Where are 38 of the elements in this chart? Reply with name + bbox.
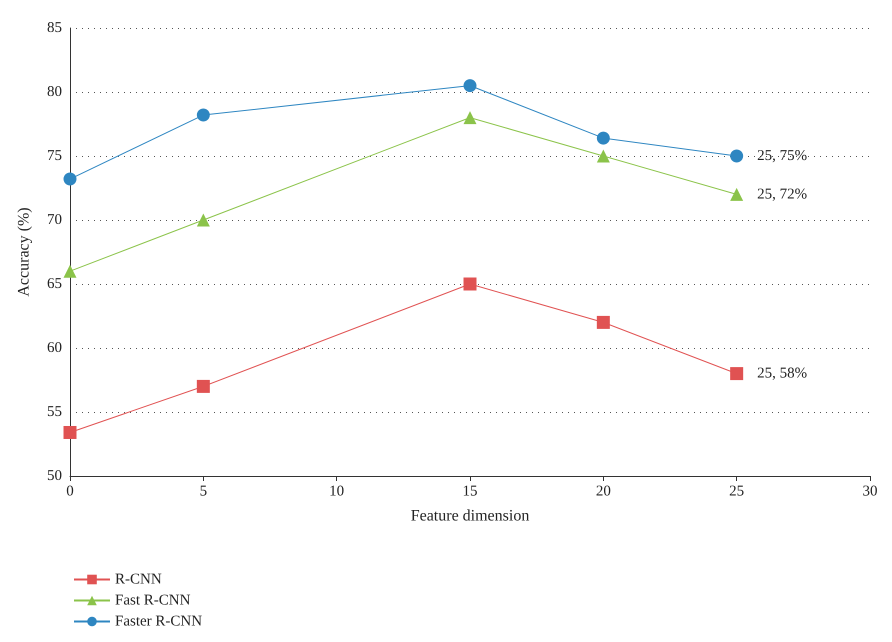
y-tick-label: 85 (47, 20, 62, 36)
x-axis-title: Feature dimension (410, 508, 530, 524)
point (596, 316, 610, 329)
point (730, 150, 744, 162)
y-tick-label: 80 (47, 84, 62, 100)
data-label: 25, 75% (757, 148, 808, 164)
point (196, 214, 210, 226)
legend-label: Faster R-CNN (115, 614, 202, 630)
x-tick-label: 20 (596, 484, 611, 500)
point (64, 426, 76, 439)
data-label: 25, 72% (757, 186, 808, 202)
y-tick-label: 65 (47, 276, 62, 292)
point (64, 172, 76, 186)
x-tick-label: 10 (329, 484, 344, 500)
x-tick-label: 25 (729, 484, 744, 500)
x-tick-label: 30 (862, 484, 878, 500)
y-tick-label: 75 (47, 148, 62, 164)
point (596, 150, 610, 162)
legend-label: Fast R-CNN (115, 592, 191, 608)
point (196, 380, 210, 393)
y-tick-label: 60 (47, 340, 62, 356)
point (196, 108, 210, 122)
y-tick-label: 55 (47, 404, 62, 420)
data-label: 25, 58% (757, 366, 808, 382)
x-tick-label: 5 (200, 484, 208, 500)
legend-label: R-CNN (115, 572, 162, 588)
y-axis-title: Accuracy (%) (16, 207, 32, 297)
x-tick-label: 15 (462, 484, 478, 500)
point (464, 278, 476, 290)
y-tick-label: 70 (47, 212, 62, 228)
point (730, 188, 744, 201)
x-tick-label: 0 (66, 484, 74, 500)
point (730, 367, 744, 380)
y-tick-label: 50 (47, 468, 62, 484)
point (464, 111, 476, 124)
point (464, 79, 476, 92)
point (596, 132, 610, 145)
point (64, 264, 76, 278)
